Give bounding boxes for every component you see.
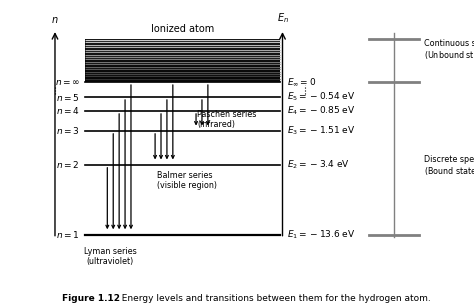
Text: Paschen series
(infrared): Paschen series (infrared) [197,109,257,129]
Text: $E_1 = -13.6$ eV: $E_1 = -13.6$ eV [287,228,356,241]
Text: $E_3 = -1.51$ eV: $E_3 = -1.51$ eV [287,125,356,137]
Text: Lyman series
(ultraviolet): Lyman series (ultraviolet) [84,246,137,266]
Text: $n = 5$: $n = 5$ [56,92,80,102]
Text: $n = 1$: $n = 1$ [56,229,80,240]
Text: $n = 3$: $n = 3$ [56,125,80,136]
Text: $n = 2$: $n = 2$ [56,159,80,170]
Text: Figure 1.12: Figure 1.12 [62,294,119,303]
Text: $E_2 = -3.4$ eV: $E_2 = -3.4$ eV [287,159,350,171]
Text: $E_n$: $E_n$ [276,11,289,25]
Text: $n = 4$: $n = 4$ [56,106,80,117]
Text: $n$: $n$ [51,15,59,25]
Text: $E_\infty = 0$: $E_\infty = 0$ [287,76,317,88]
Text: Discrete spectrum
(Bound states: $E_n < 0$): Discrete spectrum (Bound states: $E_n < … [424,155,474,178]
Text: Balmer series
(visible region): Balmer series (visible region) [157,171,218,190]
Text: Energy levels and transitions between them for the hydrogen atom.: Energy levels and transitions between th… [116,294,431,303]
Text: $n = \infty$: $n = \infty$ [55,77,80,87]
Bar [84,39,280,82]
Text: Ionized atom: Ionized atom [151,24,214,34]
Text: $E_5 = -0.54$ eV: $E_5 = -0.54$ eV [287,91,356,103]
Text: Continuous spectrum
(Unbound states: $E_n > 0$): Continuous spectrum (Unbound states: $E_… [424,39,474,62]
Text: $E_4 = -0.85$ eV: $E_4 = -0.85$ eV [287,105,356,117]
